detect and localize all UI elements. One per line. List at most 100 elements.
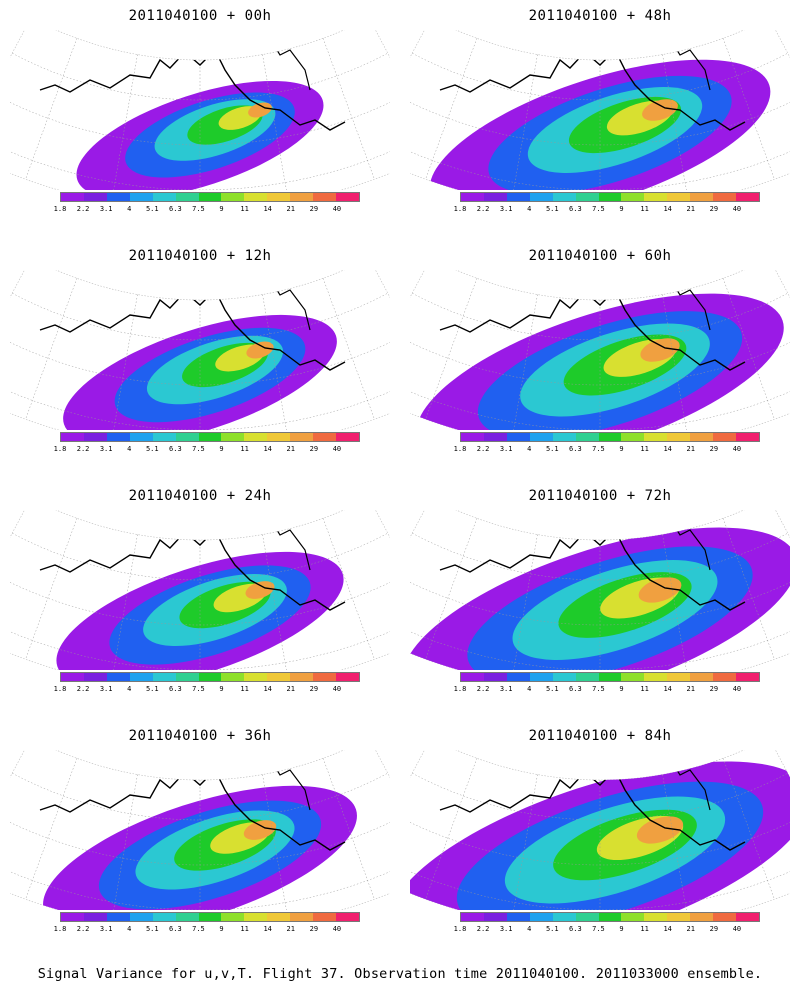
variance-map bbox=[410, 270, 790, 430]
colorbar-tick-label: 1.8 bbox=[53, 925, 67, 933]
colorbar-swatch bbox=[244, 673, 268, 681]
longitude-line bbox=[113, 294, 138, 430]
colorbar-swatch bbox=[667, 433, 691, 441]
colorbar-tick-label: 14 bbox=[663, 445, 672, 453]
colorbar-swatch bbox=[506, 433, 530, 441]
colorbar-tick-label: 6.3 bbox=[569, 685, 582, 693]
colorbar-swatch bbox=[644, 433, 668, 441]
colorbar-swatch bbox=[290, 193, 314, 201]
coastline bbox=[439, 528, 746, 611]
colorbar-tick-label: 2.2 bbox=[476, 445, 490, 453]
colorbar-swatch bbox=[552, 193, 576, 201]
colorbar-swatch bbox=[61, 193, 84, 201]
colorbar-tick-label: 11 bbox=[240, 205, 249, 213]
colorbar bbox=[460, 912, 760, 922]
longitude-line bbox=[322, 38, 375, 180]
colorbar-swatch bbox=[483, 673, 507, 681]
variance-contour-5 bbox=[640, 338, 680, 362]
colorbar-tick-label: 21 bbox=[286, 445, 295, 453]
forecast-panel-24h: 2011040100 + 24h 1.8 2.2 3.1 4 5.1 6.3 7.5 9 11 14… bbox=[0, 480, 400, 720]
colorbar-swatch bbox=[713, 433, 737, 441]
colorbar-tick-label: 7.5 bbox=[592, 925, 605, 933]
colorbar-tick-label: 11 bbox=[640, 685, 649, 693]
colorbar-tick-label: 2.2 bbox=[76, 445, 90, 453]
coastline bbox=[39, 288, 346, 371]
colorbar-tick-label: 9 bbox=[219, 205, 224, 213]
colorbar bbox=[60, 672, 360, 682]
panel-title: 2011040100 + 84h bbox=[528, 728, 672, 744]
colorbar-tick-label: 5.1 bbox=[145, 445, 159, 453]
colorbar-swatch bbox=[667, 913, 691, 921]
colorbar-swatch bbox=[152, 433, 176, 441]
colorbar-tick-label: 5.1 bbox=[145, 205, 159, 213]
colorbar-swatch bbox=[598, 433, 622, 441]
colorbar-tick-label: 21 bbox=[286, 205, 295, 213]
longitude-line bbox=[513, 534, 538, 670]
colorbar-swatch bbox=[83, 673, 107, 681]
colorbar-tick-label: 11 bbox=[240, 685, 249, 693]
colorbar-tick-label: 1.8 bbox=[53, 445, 67, 453]
colorbar-tick-label: 3.1 bbox=[99, 205, 113, 213]
colorbar-tick-label: 1.8 bbox=[53, 205, 67, 213]
colorbar-tick-label: 2.2 bbox=[476, 925, 490, 933]
variance-contour-5 bbox=[248, 102, 272, 118]
colorbar-swatch bbox=[83, 193, 107, 201]
longitude-line bbox=[25, 758, 78, 900]
colorbar-tick-label: 11 bbox=[640, 925, 649, 933]
colorbar-swatch bbox=[290, 433, 314, 441]
longitude-line bbox=[425, 278, 478, 420]
colorbar-swatch bbox=[552, 913, 576, 921]
longitude-line bbox=[262, 54, 287, 190]
longitude-line bbox=[722, 38, 775, 180]
longitude-line bbox=[662, 534, 687, 670]
colorbar-swatch bbox=[313, 193, 337, 201]
colorbar-tick-label: 3.1 bbox=[99, 925, 113, 933]
colorbar-tick-label: 21 bbox=[286, 685, 295, 693]
colorbar-swatch bbox=[644, 193, 668, 201]
colorbar-swatch bbox=[598, 673, 622, 681]
coastline bbox=[439, 48, 746, 131]
colorbar-swatch bbox=[552, 673, 576, 681]
colorbar-swatch bbox=[267, 193, 291, 201]
colorbar-swatch bbox=[575, 193, 599, 201]
colorbar-swatch bbox=[506, 673, 530, 681]
latitude-line bbox=[412, 52, 788, 101]
latitude-line bbox=[412, 292, 788, 341]
latitude-line bbox=[12, 292, 388, 341]
colorbar-tick-label: 4 bbox=[127, 445, 132, 453]
colorbar-tick-label: 14 bbox=[263, 925, 272, 933]
colorbar-swatch bbox=[736, 913, 759, 921]
colorbar-tick-label: 29 bbox=[309, 445, 319, 453]
colorbar-tick-label: 7.5 bbox=[192, 685, 205, 693]
colorbar-tick-label: 9 bbox=[219, 685, 224, 693]
longitude-line bbox=[425, 518, 478, 660]
colorbar-swatch bbox=[644, 913, 668, 921]
latitude-line bbox=[412, 772, 788, 821]
colorbar-swatch bbox=[575, 433, 599, 441]
colorbar-swatch bbox=[152, 913, 176, 921]
colorbar-swatch bbox=[221, 913, 245, 921]
colorbar-tick-label: 40 bbox=[332, 205, 342, 213]
longitude-line bbox=[25, 38, 78, 180]
colorbar-swatch bbox=[83, 433, 107, 441]
coastline bbox=[439, 768, 746, 851]
colorbar-tick-label: 5.1 bbox=[545, 205, 559, 213]
colorbar-tick-label: 6.3 bbox=[169, 925, 182, 933]
colorbar-swatch bbox=[575, 673, 599, 681]
variance-map bbox=[410, 510, 790, 670]
longitude-line bbox=[262, 774, 287, 910]
colorbar-swatch bbox=[152, 673, 176, 681]
colorbar-swatch bbox=[129, 673, 153, 681]
colorbar-tick-label: 29 bbox=[309, 205, 319, 213]
colorbar-tick-label: 4 bbox=[527, 445, 532, 453]
colorbar-tick-label: 1.8 bbox=[453, 205, 467, 213]
variance-contour-5 bbox=[636, 816, 684, 844]
colorbar-tick-label: 5.1 bbox=[545, 925, 559, 933]
variance-contour-5 bbox=[243, 820, 277, 840]
colorbar-tick-label: 6.3 bbox=[169, 685, 182, 693]
longitude-line bbox=[113, 54, 138, 190]
colorbar-tick-label: 29 bbox=[709, 925, 719, 933]
colorbar-swatch bbox=[221, 433, 245, 441]
colorbar-tick-label: 11 bbox=[640, 205, 649, 213]
colorbar-tick-label: 2.2 bbox=[76, 925, 90, 933]
